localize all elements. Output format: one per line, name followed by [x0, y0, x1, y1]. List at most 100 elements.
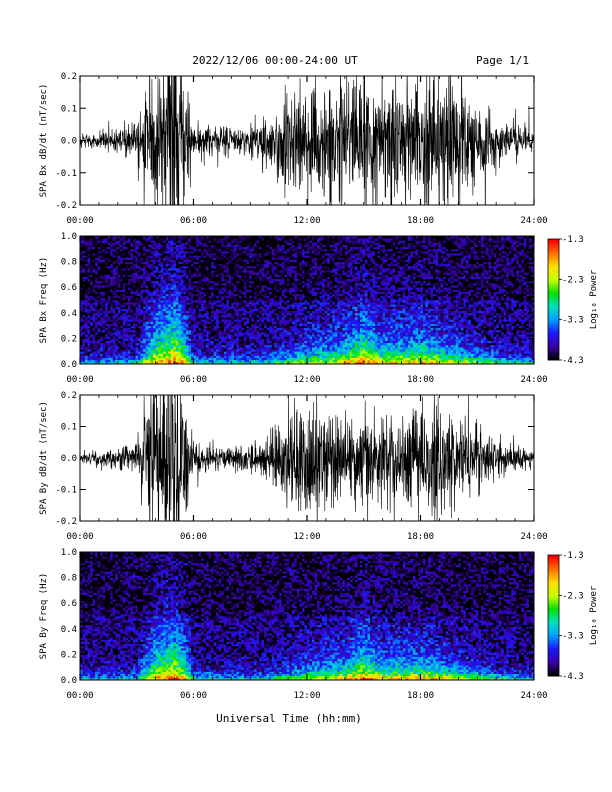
spectrogram-cell: [261, 287, 265, 290]
spectrogram-cell: [274, 325, 278, 329]
spectrogram-cell: [201, 332, 204, 335]
spectrogram-cell: [276, 346, 280, 350]
spectrogram-cell: [188, 257, 192, 260]
spectrogram-cell: [276, 357, 280, 361]
spectrogram-cell: [132, 336, 136, 339]
spectrogram-cell: [266, 346, 270, 350]
spectrogram-cell: [185, 289, 189, 292]
spectrogram-cell: [155, 257, 159, 260]
spectrogram-cell: [117, 289, 121, 292]
spectrogram-cell: [82, 270, 86, 273]
spectrogram-cell: [117, 327, 121, 331]
spectrogram-cell: [102, 344, 106, 348]
spectrogram-cell: [243, 261, 247, 265]
spectrogram-cell: [264, 263, 268, 267]
spectrogram-cell: [117, 308, 121, 312]
spectrogram-cell: [180, 300, 184, 303]
spectrogram-cell: [226, 308, 230, 312]
spectrogram-cell: [269, 361, 273, 364]
spectrogram-cell: [168, 253, 172, 256]
spectrogram-cell: [110, 285, 114, 288]
spectrogram-cell: [274, 297, 278, 301]
spectrogram-cell: [97, 242, 101, 245]
spectrogram-cell: [269, 323, 273, 326]
spectrogram-cell: [246, 310, 250, 314]
spectrogram-cell: [130, 355, 134, 358]
spectrogram-cell: [120, 327, 124, 331]
spectrogram-cell: [173, 310, 177, 314]
spectrogram-cell: [155, 280, 159, 284]
spectrogram-cell: [85, 297, 88, 301]
spectrogram-cell: [206, 344, 210, 348]
spectrogram-cell: [206, 302, 210, 305]
spectrogram-cell: [173, 325, 177, 329]
spectrogram-cell: [248, 327, 252, 331]
spectrogram-cell: [198, 334, 202, 337]
spectrogram-cell: [80, 289, 83, 292]
spectrogram-cell: [97, 310, 101, 314]
spectrogram-cell: [178, 346, 182, 350]
spectrogram-cell: [135, 272, 139, 275]
spectrogram-cell: [188, 240, 192, 243]
spectrogram-cell: [188, 255, 192, 258]
spectrogram-cell: [110, 250, 114, 254]
spectrogram-cell: [254, 314, 257, 318]
spectrogram-cell: [284, 242, 288, 245]
spectrogram-cell: [206, 282, 210, 286]
spectrogram-cell: [243, 272, 247, 275]
spectrogram-cell: [223, 293, 227, 297]
spectrogram-cell: [168, 278, 172, 282]
spectrogram-cell: [190, 312, 194, 316]
spectrogram-cell: [100, 323, 104, 326]
spectrogram-cell: [105, 342, 109, 346]
spectrogram-cell: [105, 285, 109, 288]
spectrogram-cell: [110, 253, 114, 256]
spectrogram-cell: [269, 257, 273, 260]
spectrogram-cell: [241, 282, 245, 286]
spectrogram-cell: [226, 349, 230, 352]
spectrogram-cell: [274, 327, 278, 331]
spectrogram-cell: [135, 304, 139, 307]
spectrogram-cell: [158, 338, 162, 341]
spectrogram-cell: [216, 265, 220, 269]
spectrogram-cell: [110, 255, 114, 258]
spectrogram-cell: [143, 312, 146, 316]
spectrogram-cell: [231, 329, 235, 333]
spectrogram-cell: [281, 317, 285, 320]
spectrogram-cell: [127, 329, 131, 333]
spectrogram-cell: [105, 265, 109, 269]
spectrogram-cell: [132, 351, 136, 354]
spectrogram-cell: [228, 293, 232, 297]
spectrogram-cell: [135, 248, 139, 252]
spectrogram-cell: [180, 302, 184, 305]
spectrogram-cell: [185, 287, 189, 290]
spectrogram-cell: [213, 285, 217, 288]
spectrogram-cell: [281, 282, 285, 286]
spectrogram-cell: [107, 282, 111, 286]
spectrogram-cell: [256, 346, 260, 350]
spectrogram-cell: [228, 250, 232, 254]
spectrogram-cell: [170, 338, 174, 341]
spectrogram-cell: [198, 336, 202, 339]
spectrogram-cell: [85, 325, 88, 329]
spectrogram-cell: [158, 236, 162, 239]
spectrogram-cell: [261, 240, 265, 243]
spectrogram-cell: [254, 302, 257, 305]
spectrogram-cell: [271, 280, 275, 284]
spectrogram-cell: [211, 310, 215, 314]
spectrogram-cell: [170, 344, 174, 348]
spectrogram-cell: [117, 285, 121, 288]
spectrogram-cell: [203, 278, 207, 282]
spectrogram-cell: [132, 236, 136, 239]
spectrogram-cell: [178, 261, 182, 265]
spectrogram-cell: [153, 351, 157, 354]
spectrogram-cell: [223, 240, 227, 243]
spectrogram-cell: [168, 268, 172, 271]
spectrogram-cell: [117, 342, 121, 346]
spectrogram-cell: [238, 293, 242, 297]
spectrogram-cell: [228, 261, 232, 265]
spectrogram-cell: [175, 353, 179, 356]
spectrogram-cell: [254, 246, 257, 250]
spectrogram-cell: [226, 278, 230, 282]
spectrogram-cell: [110, 349, 114, 352]
